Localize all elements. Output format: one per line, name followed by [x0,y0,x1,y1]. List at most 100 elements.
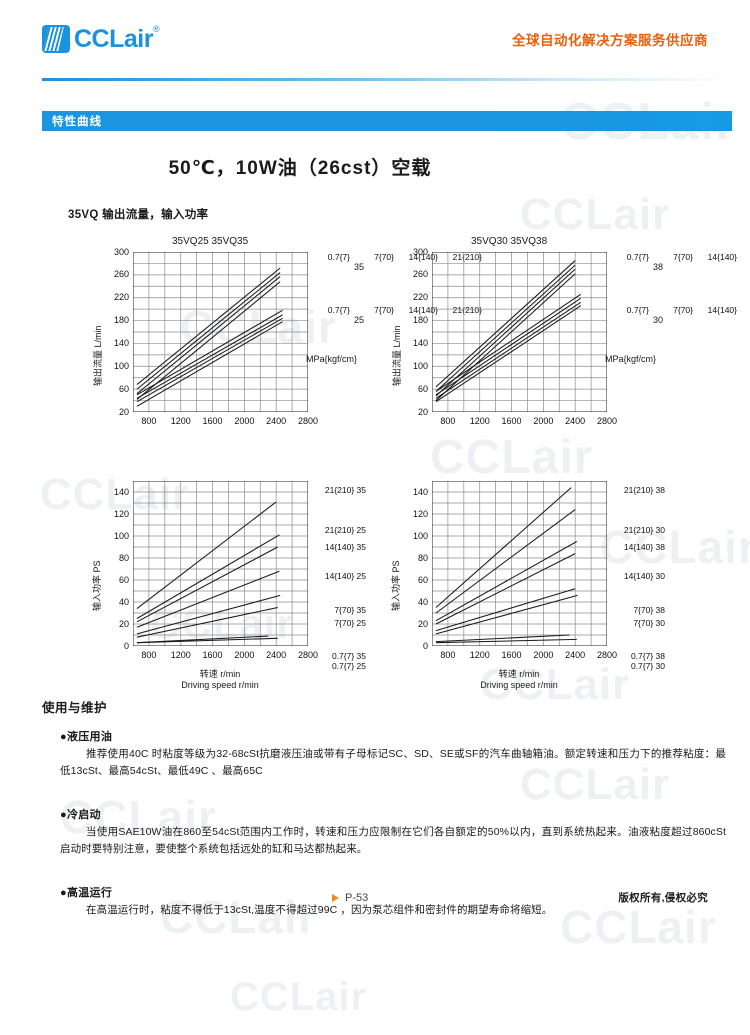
y-tick-label: 80 [417,552,428,563]
series-line [435,541,578,622]
x-axis-title-cn: 转速 r/min [199,669,241,679]
legend-entry: 14{140} 30 [623,571,665,581]
subsection-bullet: ●冷启动 [60,809,101,821]
y-tick-label: 80 [118,552,129,563]
y-tick-label: 100 [113,530,129,541]
series-line [136,570,280,628]
x-axis-title-cn: 转速 r/min [498,669,540,679]
y-tick-label: 260 [412,269,428,280]
series-line [136,281,281,400]
x-tick-label: 2000 [533,416,554,426]
legend-entry: 14{140} 25 [324,571,366,581]
x-tick-label: 2800 [297,650,319,660]
series-line [136,272,281,390]
y-tick-label: 60 [118,574,129,585]
section-title: 特性曲线 [52,116,102,128]
x-tick-label: 2000 [234,416,255,426]
legend-entry: 14{140} 35 [324,542,366,552]
y-axis-title: 输出流量 L/min [93,325,103,386]
series-line [136,309,283,396]
page-subtitle: 35VQ 输出流量，输入功率 [68,209,209,221]
legend-group: 0.7{7}7{70}14{140}21{210} [306,252,482,263]
series-line [435,634,570,643]
subsection-bullet: ●液压用油 [60,731,113,743]
section-title-bar: 特性曲线 [42,111,732,131]
x-tick-label: 2000 [234,650,255,660]
series-line [435,509,576,614]
legend-entry: 7{70} [673,305,693,315]
y-tick-label: 300 [113,246,129,257]
x-tick-label: 1200 [469,416,490,426]
y-tick-label: 120 [412,508,428,519]
legend-entry: 0.7{7} 25 [331,661,366,671]
y-tick-label: 180 [412,315,428,326]
legend-entry: 7{70} [673,252,693,262]
legend-entry: 0.7{7} 38 [630,651,665,661]
legend-entry: 14{140} [707,305,737,315]
x-axis-title-en: Driving speed r/min [181,680,259,690]
y-tick-label: 140 [412,486,428,497]
y-tick-label: 140 [113,486,129,497]
legend-entry: 0.7{7} [626,252,649,262]
series-line [435,588,576,632]
subsection-paragraph: 推荐使用40C 时粘度等级为32-68cSt抗磨液压油或带有子母标记SC、SD、… [60,748,726,777]
x-tick-label: 2800 [297,416,319,426]
y-tick-label: 100 [412,530,428,541]
x-axis-title: 转速 r/min Driving speed r/min [439,669,599,691]
y-tick-label: 60 [118,383,129,394]
unit-note: MPa{kgf/cm} [605,354,657,364]
series-line [435,260,576,388]
page-header: CCLair ® 全球自动化解决方案服务供应商 [0,0,750,78]
x-axis-title-en: Driving speed r/min [480,680,558,690]
y-tick-label: 100 [412,360,428,371]
x-tick-label: 2000 [533,650,554,660]
legend-entry: 0.7{7} 35 [331,651,366,661]
legend-entry: 7{70} 30 [633,618,665,628]
logo-mark-icon [42,25,70,53]
legend-group-label: 25 [354,315,365,325]
y-tick-label: 60 [417,383,428,394]
x-tick-label: 2400 [266,416,287,426]
y-tick-label: 0 [422,640,428,651]
series-line [435,594,578,635]
plot-area [432,252,607,412]
series-line [136,594,281,635]
x-tick-label: 2800 [596,650,618,660]
y-tick-label: 140 [113,337,129,348]
content-heading: 使用与维护 [42,701,108,715]
legend-group-label: 35 [354,262,365,272]
header-divider [42,78,732,81]
x-tick-label: 800 [141,416,157,426]
legend-entry: 21{210} [737,305,750,316]
y-tick-label: 20 [417,618,428,629]
series-line [136,321,283,407]
y-tick-label: 300 [412,246,428,257]
x-tick-label: 2400 [565,416,586,426]
series-line [136,546,279,623]
watermark: CCLair [230,975,368,1019]
x-tick-label: 2400 [565,650,586,660]
brand-logo: CCLair ® [42,25,160,53]
legend-entry: 0.7{7} [327,252,350,262]
legend-entry: 21{210} 38 [623,485,665,495]
legend-entry: 7{70} 25 [334,618,366,628]
x-tick-label: 2400 [266,650,287,660]
legend-entry: 0.7{7} [327,305,350,315]
legend-entry: 14{140} [707,252,737,262]
y-tick-label: 220 [412,292,428,303]
subsection-paragraph: 当使用SAE10W油在860至54cSt范围内工作时，转速和压力应限制在它们各自… [60,826,726,855]
series-line [435,305,582,403]
y-tick-label: 20 [417,406,428,417]
legend-group: 0.7{7}7{70}14{140}21{210} [605,252,750,263]
copyright-notice: 版权所有,侵权必究 [618,892,708,904]
y-tick-label: 20 [118,406,129,417]
y-axis-title: 输出流量 L/min [392,325,402,386]
page-title: 50℃，10W油（26cst）空载 [168,158,432,179]
series-line [435,268,576,397]
unit-note: MPa{kgf/cm} [306,354,358,364]
series-line [435,301,582,399]
legend-entry: 14{140} [408,252,438,262]
y-tick-label: 20 [118,618,129,629]
series-line [435,297,582,396]
legend-entry: 0.7{7} 30 [630,661,665,671]
